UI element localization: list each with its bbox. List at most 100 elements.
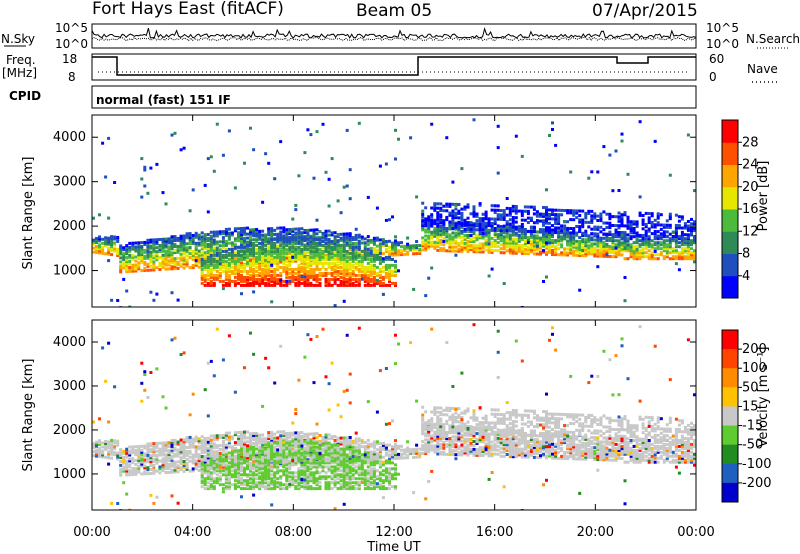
- power-pixel: [348, 279, 352, 283]
- power-pixel: [445, 209, 449, 213]
- power-pixel: [617, 243, 621, 247]
- power-pixel: [427, 246, 431, 250]
- power-pixel: [517, 209, 521, 213]
- velocity-pixel: [233, 473, 237, 477]
- power-pixel: [240, 239, 243, 242]
- power-pixel: [294, 255, 298, 259]
- power-pixel: [505, 245, 509, 249]
- power-pixel: [161, 255, 165, 259]
- power-pixel: [529, 248, 533, 252]
- power-pixel: [303, 247, 307, 251]
- velocity-pixel: [203, 442, 207, 446]
- power-pixel: [203, 275, 207, 279]
- power-pixel: [611, 255, 615, 259]
- power-pixel: [252, 279, 256, 283]
- power-pixel: [188, 246, 192, 250]
- velocity-pixel: [227, 455, 231, 459]
- power-pixel: [273, 281, 277, 285]
- velocity-pixel: [161, 461, 165, 465]
- power-pixel: [430, 232, 434, 236]
- power-pixel: [502, 245, 506, 249]
- power-pixel: [125, 262, 129, 266]
- power-pixel: [330, 273, 334, 277]
- power-pixel: [357, 235, 361, 239]
- power-pixel: [200, 255, 204, 259]
- power-pixel: [469, 226, 473, 230]
- power-pixel: [315, 279, 319, 283]
- power-pixel: [264, 281, 268, 285]
- power-pixel: [605, 242, 609, 246]
- power-pixel: [388, 245, 391, 249]
- power-pixel: [671, 257, 675, 261]
- velocity-pixel: [249, 331, 252, 335]
- power-pixel: [134, 263, 138, 267]
- power-pixel: [484, 224, 488, 228]
- power-pixel: [240, 249, 243, 253]
- power-pixel: [252, 259, 256, 263]
- velocity-pixel: [270, 436, 274, 440]
- velocity-pixel: [255, 431, 259, 435]
- velocity-pixel: [227, 439, 231, 443]
- power-pixel: [644, 223, 648, 226]
- power-pixel: [668, 251, 672, 255]
- freq-left-tick-top: 18: [62, 52, 77, 66]
- power-pixel: [593, 252, 597, 256]
- power-pixel: [656, 247, 660, 251]
- velocity-pixel: [101, 445, 105, 449]
- velocity-pixel: [267, 467, 271, 471]
- power-pixel: [128, 267, 132, 271]
- power-pixel: [167, 237, 171, 241]
- power-pixel: [243, 240, 246, 244]
- velocity-pixel: [252, 479, 256, 483]
- power-pixel: [611, 241, 615, 245]
- power-pixel: [203, 241, 207, 245]
- velocity-pixel: [188, 439, 192, 443]
- velocity-pixel: [179, 446, 183, 450]
- power-pixel: [221, 244, 225, 248]
- velocity-pixel: [203, 458, 207, 462]
- power-pixel: [520, 229, 524, 233]
- power-pixel: [333, 281, 337, 285]
- power-pixel: [230, 265, 234, 269]
- velocity-pixel: [267, 483, 271, 487]
- power-pixel: [472, 212, 476, 216]
- power-pixel: [203, 267, 207, 271]
- power-pixel: [336, 199, 340, 203]
- power-pixel: [212, 257, 216, 261]
- power-pixel: [548, 221, 551, 225]
- velocity-pixel: [167, 466, 171, 470]
- power-pixel: [333, 231, 337, 235]
- power-pixel: [209, 269, 213, 273]
- power-pixel: [690, 241, 693, 245]
- velocity-pixel: [209, 457, 213, 461]
- power-pixel: [348, 240, 352, 244]
- power-pixel: [372, 279, 376, 283]
- power-pixel: [557, 219, 561, 223]
- power-pixel: [104, 244, 108, 248]
- power-pixel: [683, 243, 687, 247]
- power-pixel: [285, 256, 289, 260]
- power-pixel: [535, 221, 539, 225]
- velocity-pixel: [182, 440, 186, 444]
- power-pixel: [276, 251, 280, 255]
- power-pixel: [445, 235, 449, 239]
- power-pixel: [614, 249, 618, 253]
- power-pixel: [297, 237, 301, 241]
- power-pixel: [330, 245, 334, 249]
- power-pixel: [499, 209, 503, 212]
- velocity-pixel: [252, 445, 256, 449]
- power-pixel: [212, 232, 216, 236]
- velocity-pixel: [170, 456, 174, 460]
- power-pixel: [125, 252, 129, 256]
- power-pixel: [484, 228, 488, 232]
- power-pixel: [173, 265, 177, 269]
- velocity-pixel: [173, 460, 177, 464]
- power-pixel: [345, 234, 349, 238]
- velocity-pixel: [128, 459, 132, 463]
- power-pixel: [221, 240, 225, 244]
- power-pixel: [671, 255, 675, 259]
- power-pixel: [548, 134, 551, 137]
- power-pixel: [427, 228, 431, 232]
- power-pixel: [623, 243, 627, 247]
- velocity-pixel: [107, 456, 111, 460]
